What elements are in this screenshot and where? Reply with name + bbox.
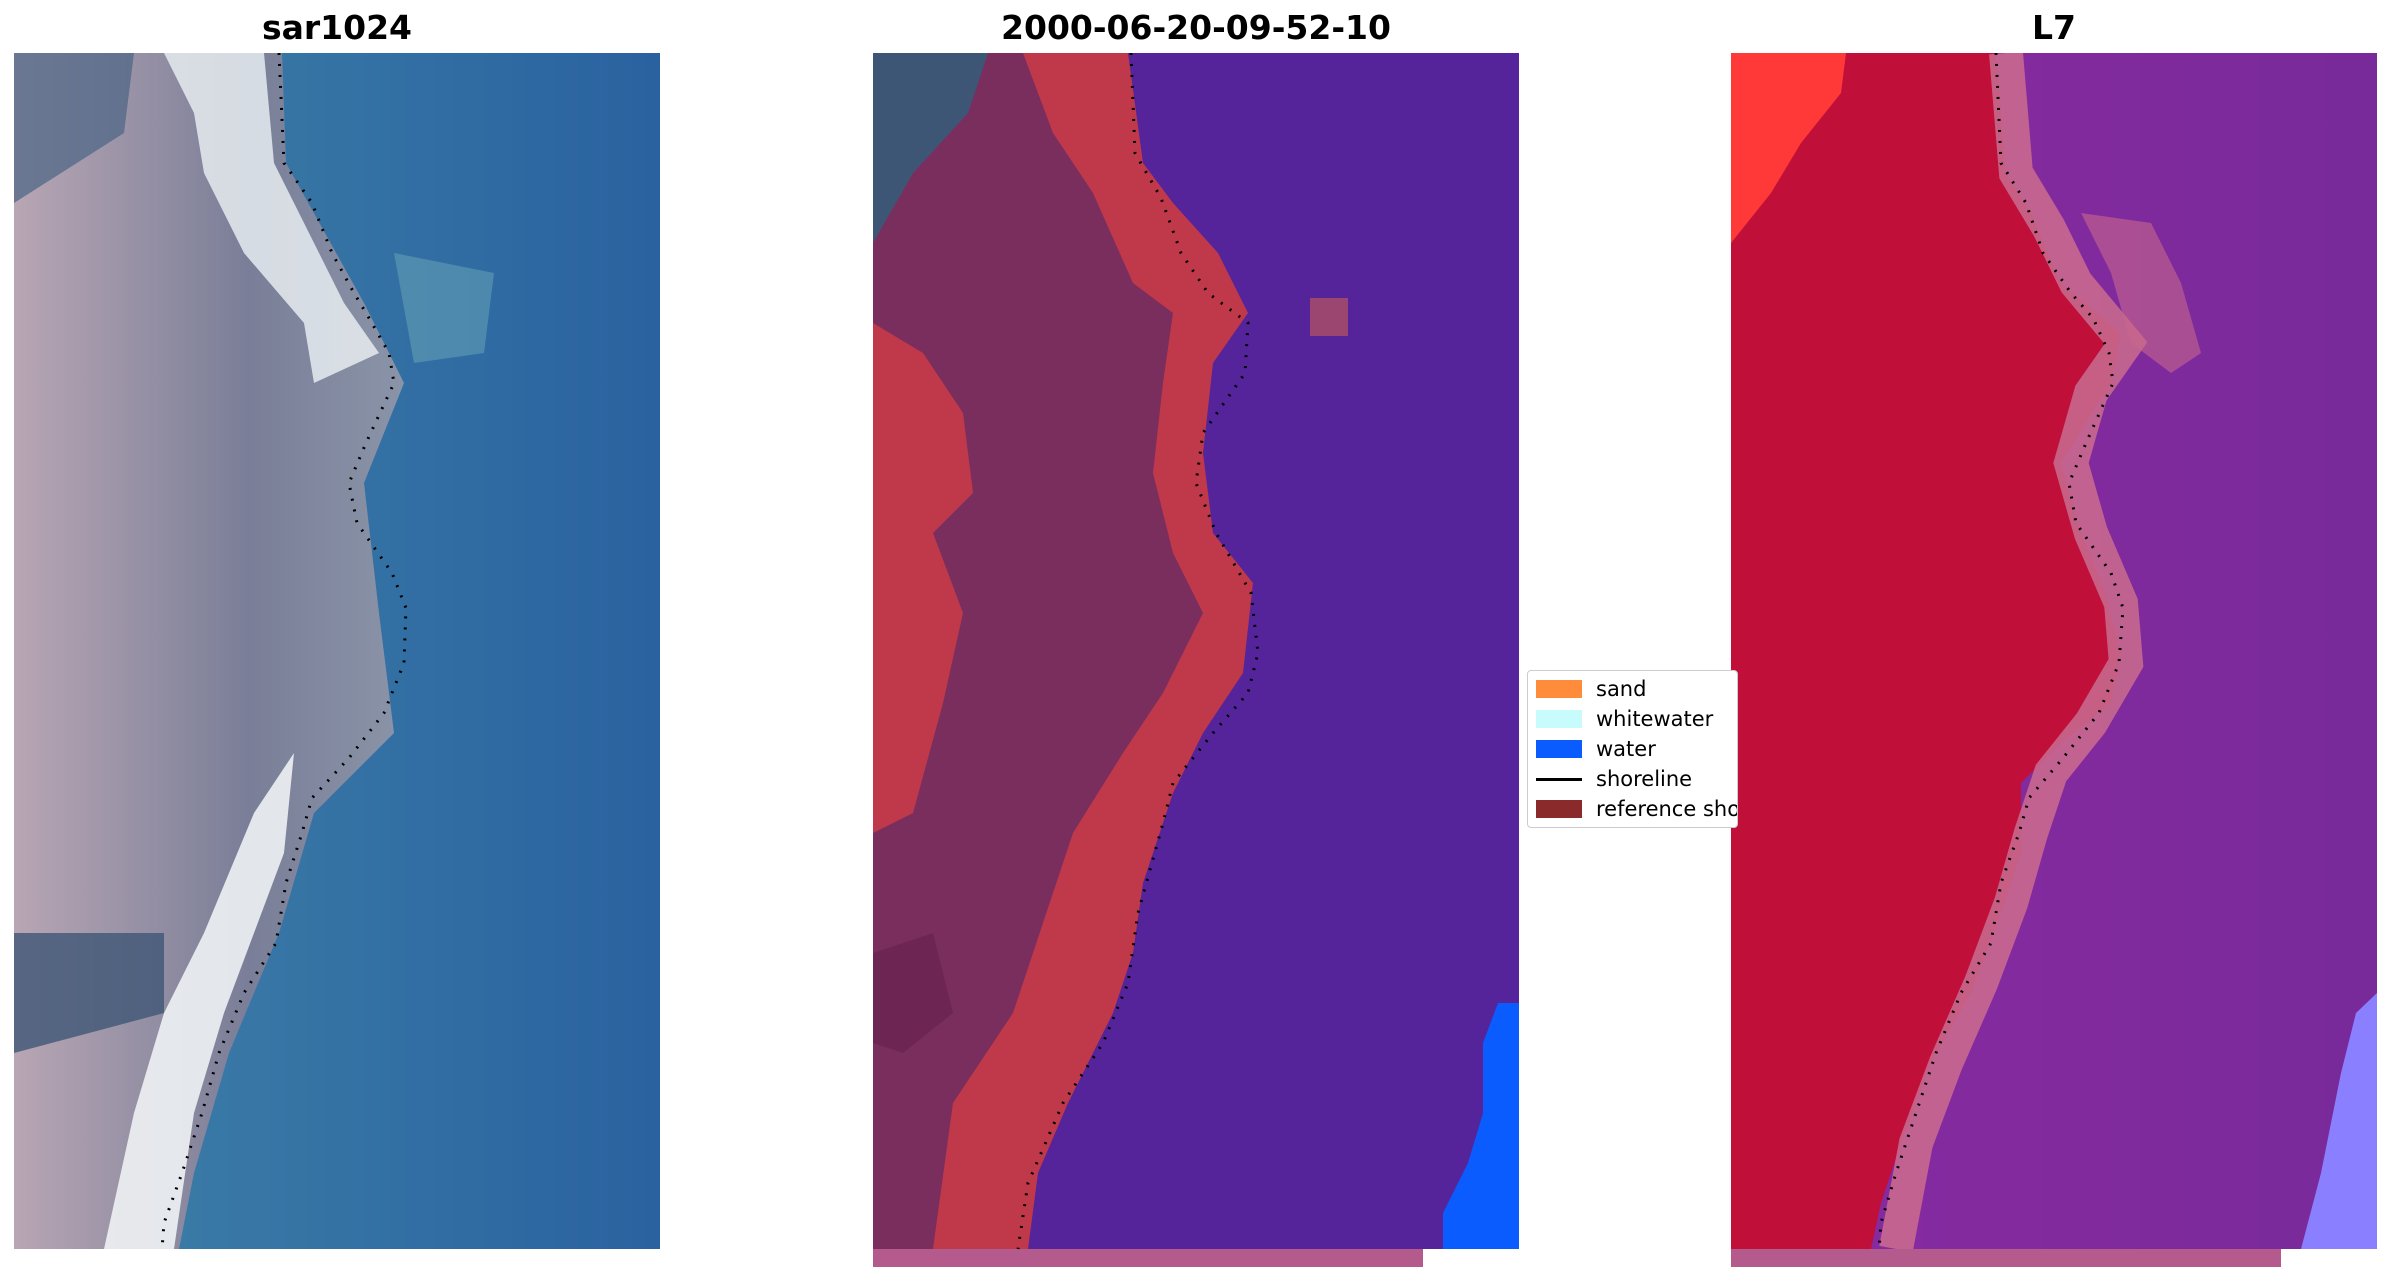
- legend-swatch-water: [1536, 740, 1582, 758]
- classified-image: [873, 53, 1519, 1267]
- rgb-image: [14, 53, 660, 1249]
- panel-title-rgb: sar1024: [261, 8, 413, 47]
- legend-item-whitewater: whitewater: [1536, 705, 1713, 733]
- legend-item-sand: sand: [1536, 675, 1646, 703]
- legend-swatch-whitewater: [1536, 710, 1582, 728]
- index-image-panel: [1731, 53, 2377, 1271]
- legend-item-water: water: [1536, 735, 1656, 763]
- legend-label: water: [1596, 737, 1656, 761]
- legend-label: reference shoreline: [1596, 797, 1737, 821]
- legend-label: sand: [1596, 677, 1647, 701]
- classified-image-panel: [873, 53, 1519, 1271]
- legend-label: shoreline: [1596, 767, 1693, 791]
- legend-line-shoreline: [1536, 777, 1582, 781]
- panel-title-index: L7: [2032, 8, 2076, 47]
- legend-item-reference-shoreline: reference shoreline: [1536, 795, 1737, 823]
- rgb-image-panel: [14, 53, 660, 1249]
- index-image: [1731, 53, 2377, 1267]
- legend: sand whitewater water shoreline referenc…: [1527, 670, 1738, 828]
- legend-label: whitewater: [1596, 707, 1714, 731]
- panel-title-classified: 2000-06-20-09-52-10: [1001, 8, 1391, 47]
- shoreline-index: [1877, 53, 2125, 1250]
- legend-item-shoreline: shoreline: [1536, 765, 1692, 793]
- legend-swatch-reference-shoreline: [1536, 800, 1582, 818]
- legend-swatch-sand: [1536, 680, 1582, 698]
